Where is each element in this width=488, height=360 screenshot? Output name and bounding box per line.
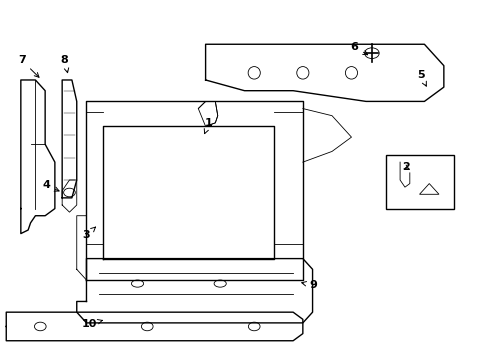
Text: 4: 4 [42, 180, 59, 191]
Text: 6: 6 [350, 42, 367, 55]
Text: 7: 7 [18, 55, 39, 77]
Text: 10: 10 [81, 319, 102, 329]
Text: 2: 2 [401, 162, 409, 172]
Bar [385, 155, 453, 208]
Text: 3: 3 [82, 227, 95, 240]
Text: 8: 8 [61, 55, 68, 73]
Text: 9: 9 [301, 280, 316, 291]
Text: 5: 5 [416, 69, 426, 86]
Text: 1: 1 [204, 118, 212, 134]
